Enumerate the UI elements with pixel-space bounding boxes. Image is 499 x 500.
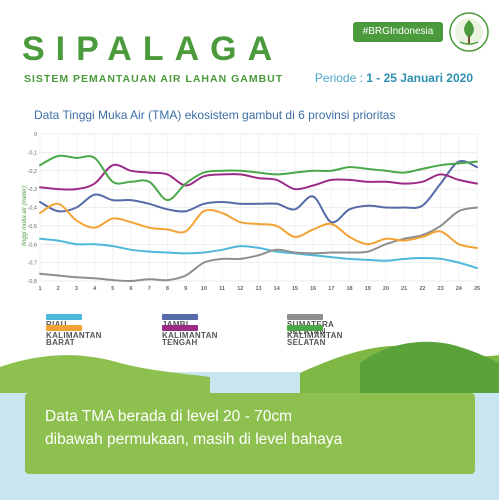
x-tick-label: 9 [184, 286, 187, 292]
x-tick-label: 22 [419, 286, 425, 292]
app-title: SIPALAGA [22, 30, 284, 68]
legend-label: KALIMANTAN TENGAH [162, 331, 218, 347]
x-tick-label: 19 [365, 286, 371, 292]
legend-label: KALIMANTAN SELATAN [287, 331, 343, 347]
series-line-sumatera-selatan [39, 206, 478, 283]
y-tick-label: -0,3 [28, 187, 37, 193]
chart-series [39, 154, 478, 283]
x-tick-label: 15 [292, 286, 298, 292]
legend-swatch [162, 325, 198, 331]
x-tick-label: 12 [237, 286, 243, 292]
legend-swatch [162, 314, 198, 320]
x-tick-label: 6 [130, 286, 133, 292]
legend-swatch [46, 314, 82, 320]
legend-label: KALIMANTAN BARAT [46, 331, 102, 347]
series-line-kalimantan-selatan [39, 154, 478, 202]
y-tick-label: -0,1 [28, 150, 37, 156]
y-tick-label: -0,4 [28, 206, 37, 212]
chart-title: Data Tinggi Muka Air (TMA) ekosistem gam… [34, 108, 396, 122]
y-tick-label: -0,8 [28, 279, 37, 285]
x-tick-label: 8 [166, 286, 169, 292]
x-tick-label: 10 [201, 286, 207, 292]
y-tick-label: -0,6 [28, 242, 37, 248]
legend-label: SUMATERA SELATAN [287, 321, 334, 336]
period-label: Periode : [314, 71, 363, 85]
x-tick-label: 25 [474, 286, 480, 292]
legend-item: JAMBI [162, 314, 204, 329]
x-tick-label: 14 [274, 286, 281, 292]
hashtag-badge: #BRGIndonesia [353, 22, 443, 42]
x-tick-label: 24 [456, 286, 463, 292]
legend-label: JAMBI [162, 320, 188, 329]
legend-item: KALIMANTAN TENGAH [162, 325, 218, 347]
x-tick-label: 7 [148, 286, 151, 292]
x-tick-label: 5 [111, 286, 114, 292]
legend-swatch [287, 325, 323, 331]
x-tick-label: 11 [219, 286, 225, 292]
x-tick-label: 1 [38, 286, 41, 292]
series-line-riau [39, 237, 478, 270]
legend-item: RIAU [46, 314, 88, 329]
series-line-kalimantan-barat [39, 202, 478, 249]
y-tick-label: -0,7 [28, 261, 37, 267]
x-tick-label: 23 [438, 286, 444, 292]
legend-item: KALIMANTAN SELATAN [287, 325, 343, 347]
x-tick-label: 20 [383, 286, 389, 292]
series-line-kalimantan-tengah [39, 163, 478, 191]
y-tick-label: -0,5 [28, 224, 37, 230]
tma-line-chart: 0-0,1-0,2-0,3-0,4-0,5-0,6-0,7-0,81 2 3 4 5 6 7… [22, 132, 481, 292]
chart-ticks: 0-0,1-0,2-0,3-0,4-0,5-0,6-0,7-0,81 2 3 4 5 6 7… [28, 132, 481, 292]
info-banner: Data TMA berada di level 20 - 70cm dibaw… [25, 393, 475, 474]
y-axis-label: tinggi muka air (meter) [22, 186, 28, 246]
x-tick-label: 2 [57, 286, 60, 292]
x-tick-label: 17 [328, 286, 334, 292]
banner-line-2: dibawah permukaan, masih di level bahaya [45, 431, 343, 448]
x-tick-label: 13 [255, 286, 261, 292]
legend-label: RIAU [46, 320, 67, 329]
y-tick-label: 0 [34, 132, 37, 138]
period-value: 1 - 25 Januari 2020 [366, 71, 473, 85]
brg-logo-icon [449, 12, 489, 52]
hills-decoration [0, 341, 499, 393]
legend-swatch [287, 314, 323, 320]
x-tick-label: 21 [401, 286, 407, 292]
x-tick-label: 16 [310, 286, 316, 292]
banner-line-1: Data TMA berada di level 20 - 70cm [45, 408, 292, 425]
legend-item: SUMATERA SELATAN [287, 314, 334, 336]
period-text: Periode : 1 - 25 Januari 2020 [315, 71, 473, 85]
series-line-jambi [39, 159, 478, 224]
legend-item: KALIMANTAN BARAT [46, 325, 102, 347]
app-subtitle: SISTEM PEMANTAUAN AIR LAHAN GAMBUT [24, 73, 284, 85]
x-tick-label: 4 [93, 286, 97, 292]
y-tick-label: -0,2 [28, 169, 37, 175]
x-tick-label: 3 [75, 286, 78, 292]
legend-swatch [46, 325, 82, 331]
x-tick-label: 18 [346, 286, 352, 292]
